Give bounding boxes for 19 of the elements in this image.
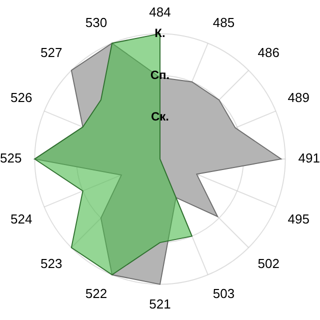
spoke-label: 525 bbox=[0, 150, 22, 166]
spoke-label: 523 bbox=[40, 256, 62, 272]
y-tick-label: К. bbox=[154, 26, 166, 40]
spoke-label: 495 bbox=[288, 211, 310, 226]
spoke-label: 489 bbox=[288, 90, 310, 105]
y-tick-label: Сп. bbox=[150, 68, 170, 82]
spoke-label: 484 bbox=[149, 4, 171, 20]
spoke-label: 527 bbox=[40, 44, 62, 60]
spoke-label: 522 bbox=[85, 286, 108, 302]
y-tick-label: Ск. bbox=[150, 110, 170, 124]
spoke-label: 530 bbox=[85, 14, 108, 30]
spoke-label: 503 bbox=[212, 286, 235, 302]
spoke-label: 524 bbox=[10, 211, 32, 226]
spoke-label: 491 bbox=[298, 150, 320, 166]
spoke-label: 486 bbox=[258, 44, 280, 60]
spoke-label: 502 bbox=[258, 256, 280, 272]
spoke-label: 485 bbox=[212, 14, 235, 30]
spoke-label: 526 bbox=[10, 90, 32, 105]
spoke-label: 521 bbox=[149, 296, 171, 312]
